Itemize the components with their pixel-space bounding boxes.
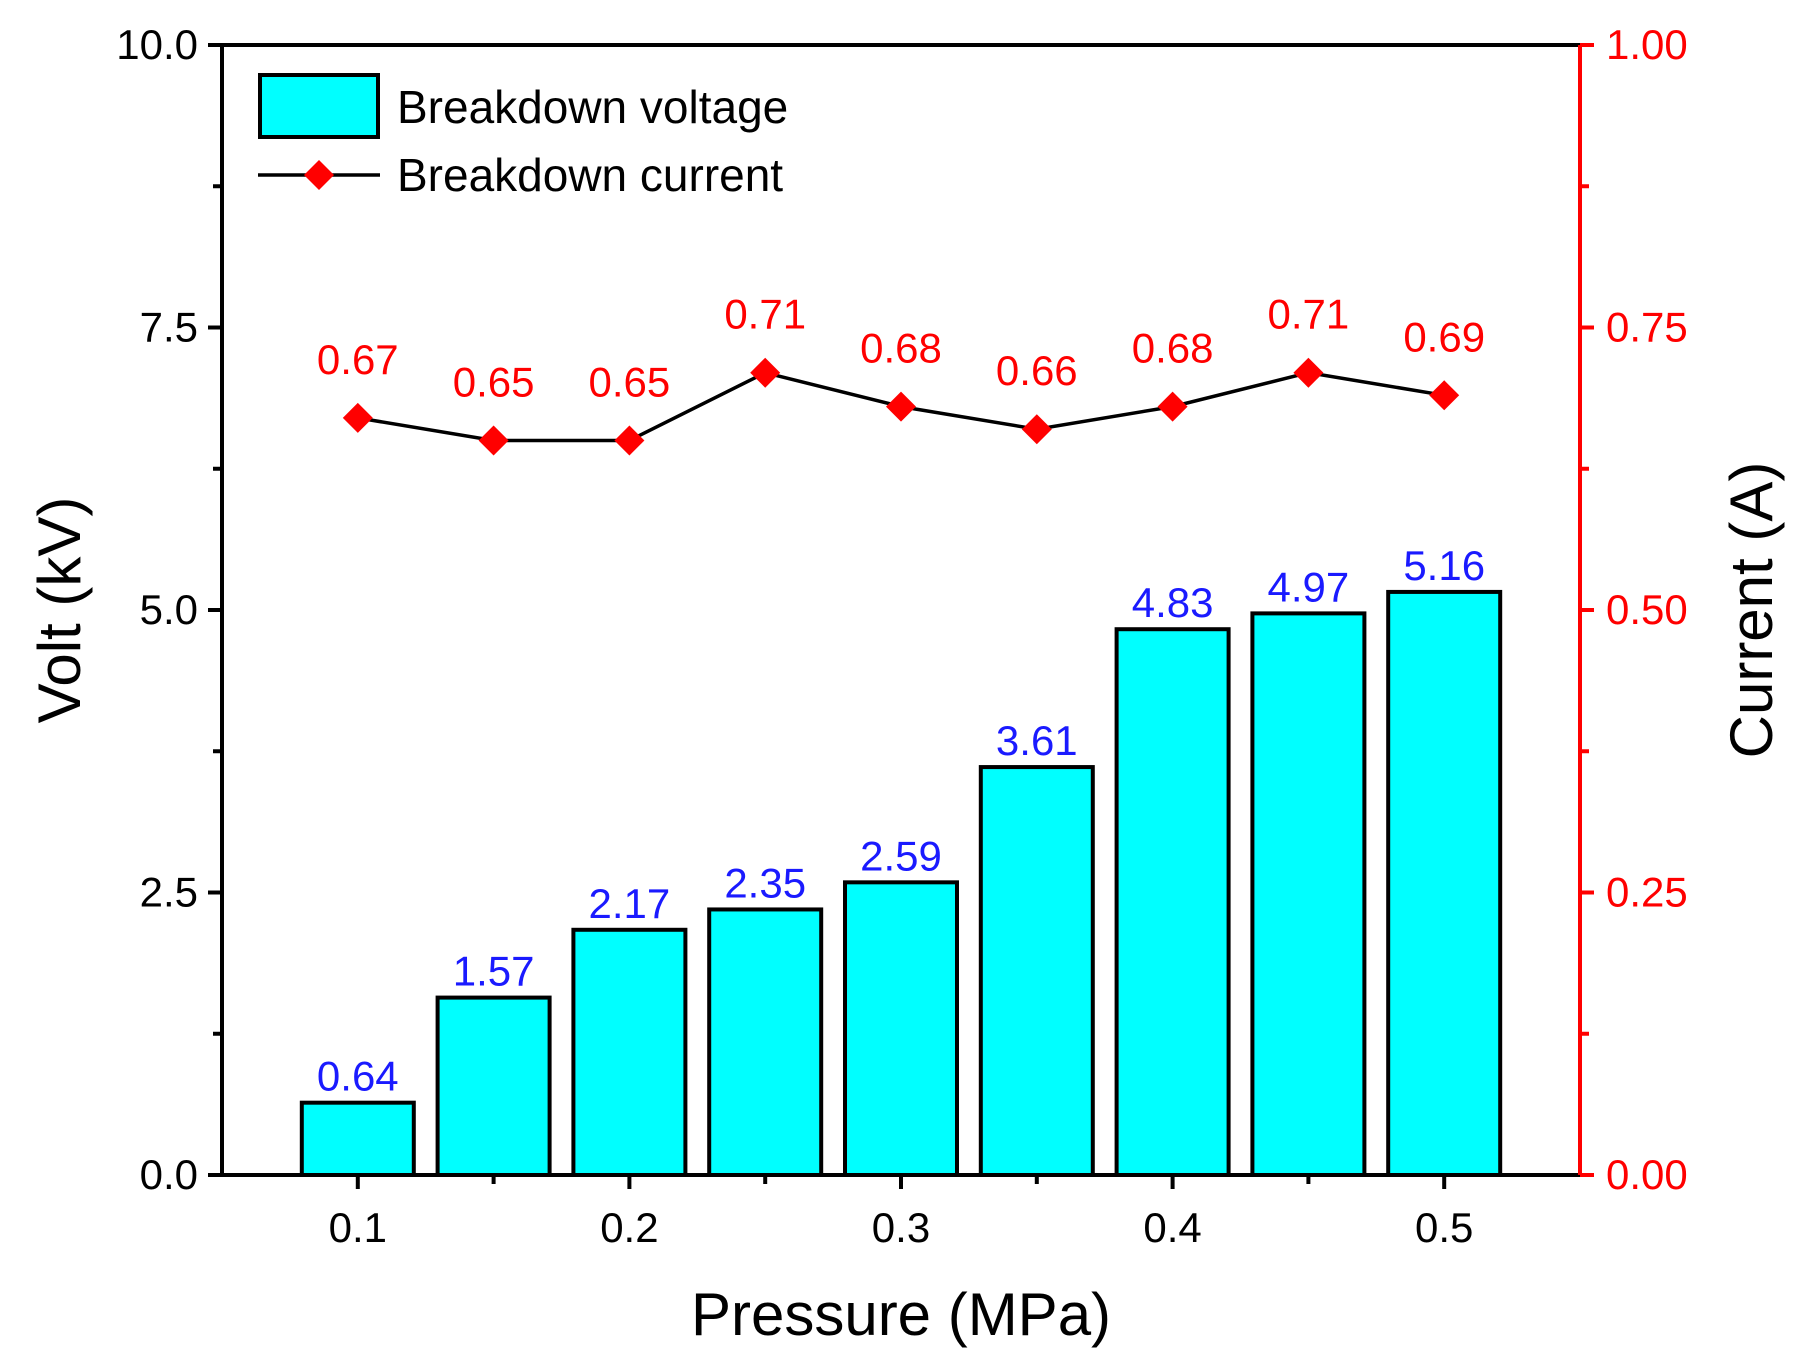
y2-axis-title: Current (A) [1718, 462, 1785, 759]
legend: Breakdown voltage Breakdown current [258, 73, 788, 201]
y-axis-title: Volt (kV) [26, 497, 93, 724]
left-tick-label: 10.0 [116, 21, 198, 68]
bar-value-label: 3.61 [996, 717, 1078, 764]
bars-layer [299, 589, 1503, 1178]
current-value-label: 0.65 [453, 359, 535, 406]
legend-bar-label: Breakdown voltage [397, 81, 788, 133]
right-tick-label: 0.75 [1606, 304, 1688, 351]
current-point-marker [886, 391, 916, 422]
x-tick-label: 0.3 [872, 1204, 930, 1251]
bar-value-label: 2.59 [860, 832, 942, 879]
bar-value-label: 0.64 [317, 1053, 399, 1100]
bar-value-label: 5.16 [1403, 542, 1485, 589]
legend-bar-swatch [258, 73, 380, 139]
legend-line-label: Breakdown current [397, 149, 783, 201]
axes-layer: 0.0 2.5 5.0 7.5 10.0 0.00 0.25 0.50 0.75 1.00 0.1 0… [26, 21, 1785, 1348]
right-tick-label: 0.50 [1606, 586, 1688, 633]
current-value-label: 0.71 [1268, 291, 1350, 338]
current-point-marker [1021, 414, 1052, 445]
left-tick-label: 2.5 [140, 869, 198, 916]
bar-5-16 [1386, 589, 1503, 1177]
current-point-marker [614, 425, 645, 456]
current-point-marker [750, 357, 781, 388]
bar-2-35 [707, 907, 824, 1177]
bar-3-61 [978, 765, 1095, 1177]
bar-value-label: 2.17 [589, 880, 671, 927]
current-point-marker [342, 402, 373, 433]
right-tick-label: 0.00 [1606, 1151, 1688, 1198]
current-value-label: 0.69 [1403, 313, 1485, 360]
current-value-label: 0.68 [1132, 325, 1214, 372]
current-point-marker [1293, 357, 1324, 388]
left-tick-label: 5.0 [140, 586, 198, 633]
bar-value-label: 4.97 [1268, 563, 1350, 610]
x-axis-title: Pressure (MPa) [691, 1281, 1111, 1348]
legend-diamond-marker [304, 160, 334, 190]
right-tick-label: 0.25 [1606, 869, 1688, 916]
current-point-marker [478, 425, 509, 456]
labels-layer: 0.64 1.57 2.17 2.35 2.59 3.61 4.83 4.97 5.16 0.67… [317, 291, 1485, 1100]
current-value-label: 0.67 [317, 336, 399, 383]
current-point-marker [1429, 380, 1460, 411]
line-layer [342, 357, 1460, 456]
current-value-label: 0.65 [589, 359, 671, 406]
bar-value-label: 4.83 [1132, 579, 1214, 626]
bar-1-57 [435, 995, 552, 1178]
bar-2-17 [571, 927, 688, 1177]
x-tick-label: 0.2 [600, 1204, 658, 1251]
left-tick-label: 0.0 [140, 1151, 198, 1198]
bar-value-label: 2.35 [724, 859, 806, 906]
bar-value-label: 1.57 [453, 948, 535, 995]
current-point-marker [1157, 391, 1188, 422]
x-tick-label: 0.4 [1143, 1204, 1201, 1251]
current-value-label: 0.68 [860, 325, 942, 372]
current-value-label: 0.66 [996, 347, 1078, 394]
bar-0-64 [299, 1100, 416, 1178]
bar-4-83 [1114, 627, 1231, 1177]
left-tick-label: 7.5 [140, 304, 198, 351]
x-tick-label: 0.5 [1415, 1204, 1473, 1251]
bar-2-59 [843, 880, 959, 1178]
current-value-label: 0.71 [724, 291, 806, 338]
x-tick-label: 0.1 [329, 1204, 387, 1251]
right-tick-label: 1.00 [1606, 21, 1688, 68]
bar-4-97 [1250, 611, 1367, 1177]
